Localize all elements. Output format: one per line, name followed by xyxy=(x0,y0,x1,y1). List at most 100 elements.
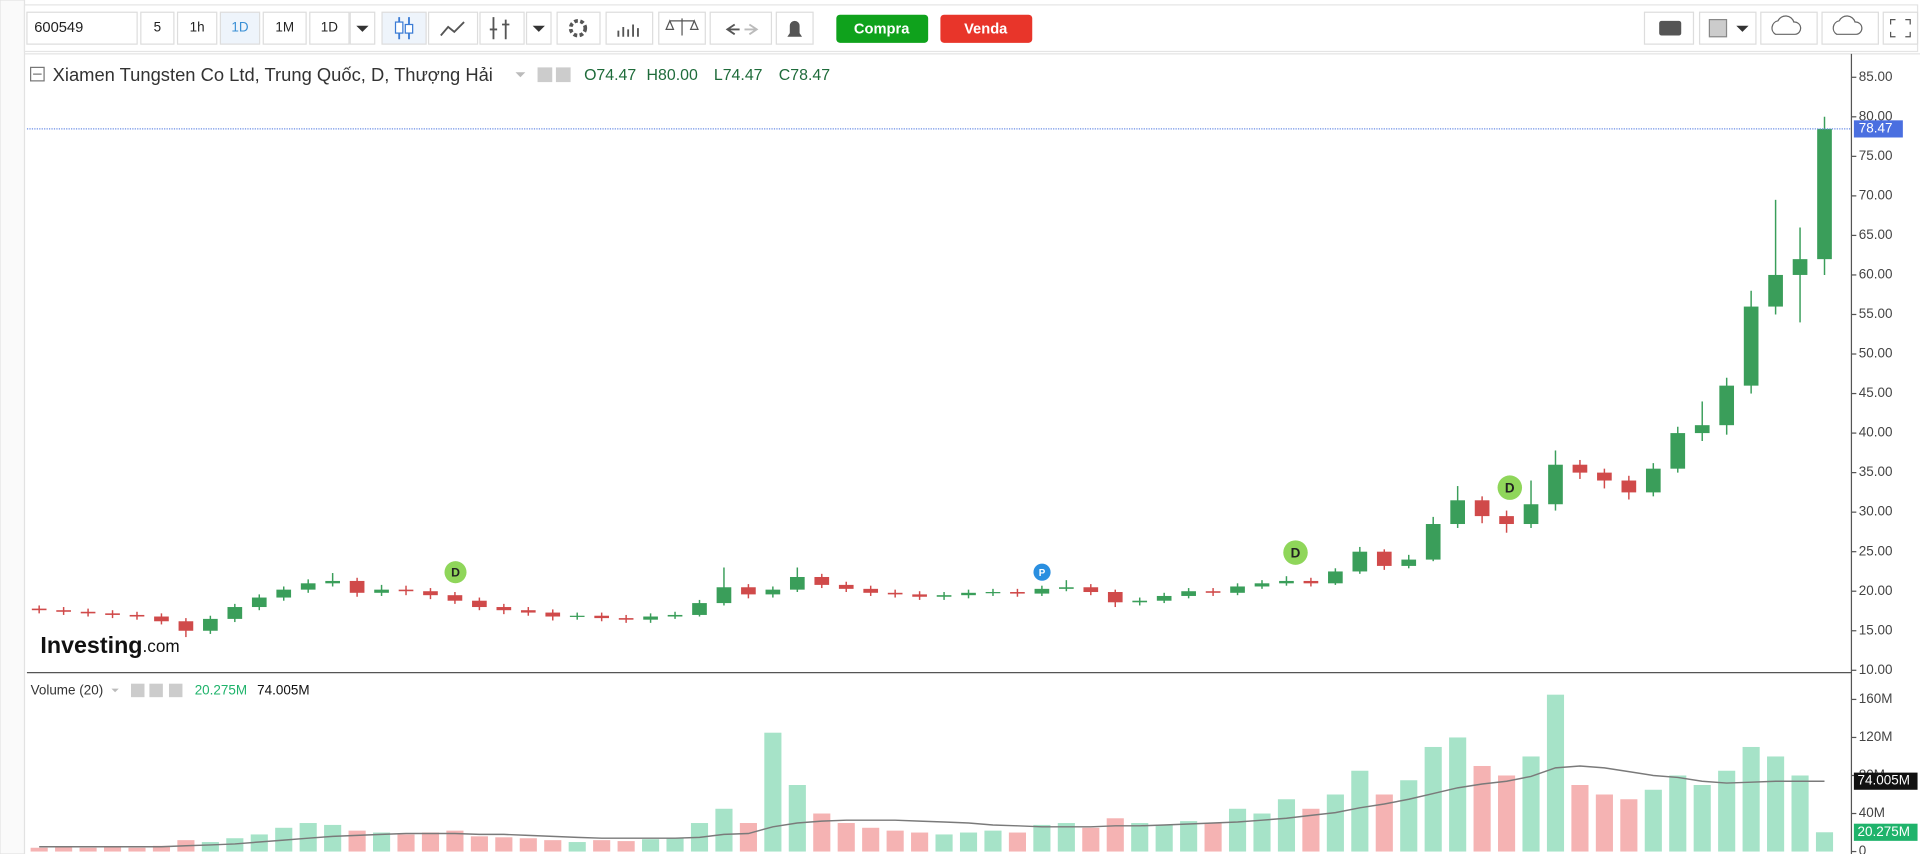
undo-icon xyxy=(725,23,740,36)
candle-button[interactable] xyxy=(381,11,427,45)
event-marker[interactable] xyxy=(1283,540,1308,565)
candle-body xyxy=(129,614,145,617)
candle-body xyxy=(936,595,952,597)
volume-bar xyxy=(201,842,219,852)
y-tick-label: 160M xyxy=(1859,691,1893,706)
volume-bar xyxy=(1693,784,1711,852)
volume-bar xyxy=(348,830,366,852)
load-button[interactable] xyxy=(1760,11,1818,45)
buy-button[interactable] xyxy=(836,14,929,43)
y-tick-label: 75.00 xyxy=(1859,148,1893,163)
candle-body xyxy=(1645,468,1661,493)
candle-body xyxy=(1205,591,1221,593)
candle-body xyxy=(31,608,47,611)
indicator-icon xyxy=(489,17,510,40)
candle-body xyxy=(1156,595,1172,601)
interval-label: 1D xyxy=(231,20,248,35)
candle-icon xyxy=(394,21,404,34)
candle-body xyxy=(1401,559,1417,566)
line-button[interactable] xyxy=(427,11,479,45)
volume-bar xyxy=(1375,794,1393,852)
interval-button[interactable] xyxy=(140,11,175,45)
caret xyxy=(515,72,526,78)
fullscreen-icon xyxy=(1890,18,1911,38)
candle-body xyxy=(300,583,316,590)
interval-button[interactable] xyxy=(309,11,350,45)
candle-body xyxy=(887,592,903,595)
settings-mini[interactable] xyxy=(537,67,553,83)
collapse-icon[interactable] xyxy=(30,66,45,82)
interval-button[interactable] xyxy=(176,11,218,45)
event-marker[interactable] xyxy=(1033,563,1051,581)
dropdown[interactable] xyxy=(349,11,376,45)
volume-bar xyxy=(593,840,611,852)
theme-button[interactable] xyxy=(1698,11,1757,45)
candle-body xyxy=(716,587,732,604)
candle-body xyxy=(1694,425,1710,434)
candle-body xyxy=(447,595,463,601)
candle-body xyxy=(1132,600,1148,603)
candle-body xyxy=(154,616,169,622)
y-tick-label: 30.00 xyxy=(1859,504,1893,519)
alert-button[interactable] xyxy=(775,11,814,45)
sell-button[interactable] xyxy=(940,14,1033,43)
volume-bar xyxy=(397,834,415,852)
volume-bar xyxy=(788,784,806,852)
candle-body xyxy=(1572,464,1588,473)
y-tick-label: 25.00 xyxy=(1859,543,1893,558)
y-tick-label: 45.00 xyxy=(1859,385,1893,400)
volume-title: Volume (20) xyxy=(31,683,104,698)
volume-bar xyxy=(103,846,122,852)
studies-icon xyxy=(617,24,639,37)
volume-bar xyxy=(1498,775,1516,852)
candle-body xyxy=(765,589,781,595)
event-label: D xyxy=(1291,545,1301,560)
candle-body xyxy=(594,615,610,619)
settings-mini[interactable] xyxy=(149,683,163,698)
candle-body xyxy=(789,576,805,590)
volume-bar xyxy=(1669,775,1687,852)
interval-button[interactable] xyxy=(262,11,307,45)
candle-body xyxy=(1670,433,1686,469)
close-mini[interactable] xyxy=(168,683,183,698)
volume-bar xyxy=(544,840,562,852)
volume-bar xyxy=(739,823,757,852)
volume-bar xyxy=(568,842,586,852)
settings-button[interactable] xyxy=(556,11,601,45)
volume-bar xyxy=(1620,799,1638,852)
volume-bar xyxy=(226,838,244,852)
volume-bar xyxy=(1767,756,1785,852)
settings-mini[interactable] xyxy=(131,683,145,698)
volume-bar xyxy=(1449,737,1467,852)
save-button[interactable] xyxy=(1821,11,1879,45)
candle-body xyxy=(1523,504,1539,525)
y-tick-label: 10.00 xyxy=(1859,662,1893,677)
volume-bar xyxy=(1008,832,1026,852)
indicator-button[interactable] xyxy=(479,11,525,45)
event-marker[interactable] xyxy=(1497,475,1523,500)
volume-bar xyxy=(1718,770,1736,852)
volume-badge xyxy=(1853,823,1918,841)
y-tick-label: 80.00 xyxy=(1859,108,1893,123)
y-tick-label: 0 xyxy=(1859,843,1866,854)
fullscreen-button[interactable] xyxy=(1882,11,1919,45)
undo-redo[interactable] xyxy=(709,11,773,45)
cloud-down-icon xyxy=(1771,15,1802,35)
bell-icon xyxy=(787,20,803,37)
ohlc-high: H80.00 xyxy=(647,67,698,84)
sell-label: Venda xyxy=(964,21,1008,37)
interval-label: 1D xyxy=(321,20,338,35)
dropdown[interactable] xyxy=(525,11,552,45)
settings-mini[interactable] xyxy=(555,67,571,83)
event-marker[interactable] xyxy=(444,561,467,584)
candle-body xyxy=(398,589,414,592)
symbol-box[interactable] xyxy=(26,11,138,45)
candle-body xyxy=(1303,580,1319,584)
camera-icon xyxy=(1659,20,1682,36)
volume-bar xyxy=(1473,765,1491,852)
candle-body xyxy=(472,600,487,608)
volume-bar xyxy=(984,830,1002,852)
interval-button[interactable] xyxy=(219,11,261,45)
studies-button[interactable] xyxy=(605,11,654,45)
gear-icon xyxy=(568,18,588,38)
